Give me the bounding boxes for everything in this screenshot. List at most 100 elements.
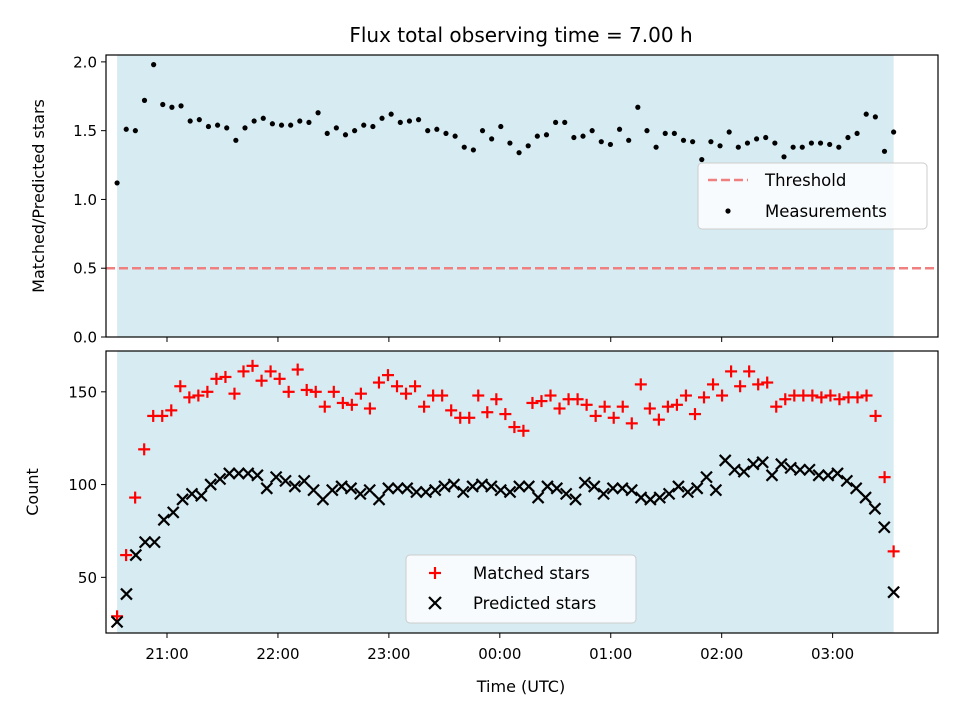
matched-point bbox=[589, 409, 602, 422]
measurement-point bbox=[690, 139, 696, 145]
measurement-point bbox=[799, 144, 805, 150]
measurement-point bbox=[242, 125, 248, 131]
y-tick-label: 1.0 bbox=[73, 191, 97, 209]
matched-point bbox=[535, 395, 548, 408]
measurement-point bbox=[406, 118, 413, 124]
predicted-point bbox=[662, 487, 676, 501]
measurement-point bbox=[626, 137, 632, 143]
measurement-point bbox=[662, 130, 668, 137]
measurement-point bbox=[251, 118, 257, 124]
predicted-point bbox=[718, 454, 732, 467]
predicted-point bbox=[400, 482, 414, 495]
measurement-point bbox=[297, 118, 303, 124]
matched-point bbox=[327, 385, 340, 398]
predicted-point bbox=[260, 482, 274, 495]
measurement-point bbox=[214, 122, 221, 128]
matched-point bbox=[345, 398, 358, 411]
measurement-point bbox=[635, 104, 641, 110]
predicted-point bbox=[176, 493, 189, 506]
measurement-point bbox=[187, 118, 193, 124]
matched-point bbox=[138, 443, 151, 456]
measurement-point bbox=[160, 101, 166, 108]
matched-point bbox=[291, 363, 304, 376]
measurement-point bbox=[607, 141, 614, 148]
predicted-point bbox=[541, 480, 554, 493]
measurement-point bbox=[489, 136, 495, 142]
count-legend: Matched stars Predicted stars bbox=[405, 554, 637, 624]
predicted-point bbox=[129, 548, 143, 562]
predicted-point bbox=[391, 482, 405, 495]
measurement-point bbox=[708, 139, 714, 145]
matched-point bbox=[201, 385, 214, 398]
ratio-y-axis-label: Matched/Predicted stars bbox=[29, 99, 48, 293]
predicted-point bbox=[616, 482, 629, 495]
predicted-point bbox=[325, 483, 339, 497]
measurement-point bbox=[735, 144, 741, 150]
measurement-point bbox=[827, 141, 833, 148]
measurement-point bbox=[425, 128, 431, 134]
matched-point bbox=[183, 391, 196, 404]
measurement-point bbox=[534, 133, 540, 139]
measurement-point bbox=[817, 140, 824, 146]
count-y-axis-label: Count bbox=[23, 468, 42, 516]
matched-point bbox=[806, 389, 819, 402]
measurement-point bbox=[580, 133, 586, 139]
matched-point bbox=[300, 383, 313, 396]
matched-point bbox=[743, 365, 756, 378]
predicted-point bbox=[410, 485, 423, 499]
matched-point bbox=[824, 389, 837, 402]
measurement-point bbox=[333, 125, 339, 131]
matched-point bbox=[381, 369, 394, 382]
matched-point bbox=[869, 409, 882, 422]
predicted-point bbox=[344, 482, 358, 495]
predicted-point bbox=[569, 493, 582, 506]
predicted-point bbox=[251, 469, 264, 482]
matched-point bbox=[282, 385, 295, 398]
measurement-point bbox=[306, 119, 312, 126]
measurement-point bbox=[352, 128, 358, 134]
predicted-point bbox=[831, 467, 844, 480]
matched-point bbox=[490, 393, 503, 406]
predicted-point bbox=[185, 487, 199, 501]
measurement-point bbox=[553, 119, 559, 126]
matched-point bbox=[698, 391, 711, 404]
matched-point bbox=[634, 378, 647, 391]
matched-point bbox=[779, 393, 792, 406]
matched-point bbox=[598, 400, 611, 413]
matched-point bbox=[616, 400, 629, 413]
predicted-point bbox=[438, 480, 451, 493]
matched-legend-marker bbox=[429, 567, 441, 579]
measurement-point bbox=[178, 103, 184, 109]
matched-point bbox=[725, 365, 738, 378]
matched-point bbox=[734, 380, 747, 393]
predicted-point bbox=[466, 480, 479, 493]
matched-point bbox=[679, 389, 692, 402]
predicted-point bbox=[765, 469, 779, 482]
predicted-point bbox=[587, 480, 601, 493]
measurement-point bbox=[772, 140, 778, 146]
measurement-point bbox=[881, 148, 888, 154]
measurement-point bbox=[808, 140, 815, 146]
predicted-point bbox=[634, 491, 648, 504]
predicted-point bbox=[625, 483, 638, 497]
matched-point bbox=[607, 411, 620, 424]
y-tick-label: 0.5 bbox=[73, 260, 97, 278]
predicted-point bbox=[335, 480, 348, 493]
measurement-point bbox=[781, 154, 787, 160]
measurement-point bbox=[562, 119, 568, 126]
matched-point bbox=[652, 413, 665, 426]
count-x-ticks: 21:00 22:00 23:00 00:00 01:00 02:00 03:00 bbox=[145, 633, 854, 663]
matched-point bbox=[472, 389, 485, 402]
measurement-point bbox=[680, 137, 687, 143]
matched-point bbox=[129, 491, 142, 504]
y-tick-label: 1.5 bbox=[73, 122, 97, 140]
measurement-point bbox=[342, 132, 349, 138]
matched-point bbox=[363, 402, 376, 415]
count-panel: 50 100 150 21:00 22:00 23:00 00:00 01:00 02:00 0… bbox=[23, 350, 939, 696]
matched-point bbox=[336, 396, 349, 409]
predicted-point bbox=[793, 463, 807, 477]
measurement-point bbox=[598, 139, 604, 145]
predicted-point bbox=[382, 482, 395, 495]
matched-point bbox=[580, 398, 593, 411]
